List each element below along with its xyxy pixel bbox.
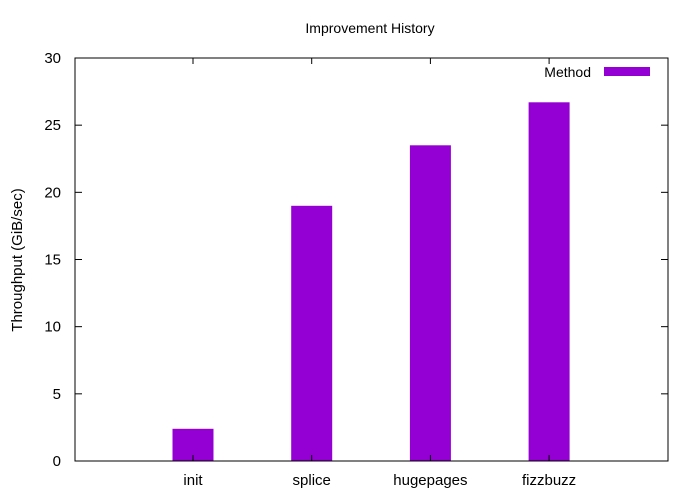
y-tick-label: 25 — [44, 117, 61, 134]
bars-group — [173, 102, 570, 461]
legend: Method — [544, 64, 650, 80]
legend-label: Method — [544, 64, 591, 80]
x-tick-label: hugepages — [393, 472, 467, 489]
y-tick-label: 10 — [44, 319, 61, 336]
plot-frame — [75, 58, 668, 461]
x-tick-label: init — [183, 472, 203, 489]
bar-hugepages — [410, 145, 451, 461]
x-tick-label: splice — [293, 472, 331, 489]
legend-swatch — [604, 67, 650, 76]
y-tick-label: 0 — [53, 453, 61, 470]
bar-fizzbuzz — [529, 102, 570, 461]
x-tick-label: fizzbuzz — [522, 472, 576, 489]
chart-title: Improvement History — [305, 20, 434, 36]
y-tick-label: 15 — [44, 252, 61, 269]
y-tick-label: 30 — [44, 50, 61, 67]
y-tick-label: 5 — [53, 386, 61, 403]
y-axis-label: Throughput (GiB/sec) — [9, 188, 26, 331]
bar-splice — [291, 206, 332, 461]
axis-ticks-group: init splice hugepages fizzbuzz 0 5 10 15 20 25 30 — [44, 50, 668, 489]
y-tick-label: 20 — [44, 184, 61, 201]
